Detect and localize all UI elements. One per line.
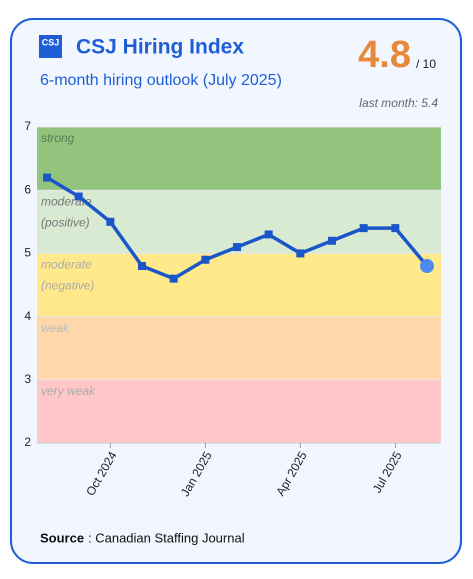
point xyxy=(233,243,241,252)
point xyxy=(106,217,115,226)
band-label: (positive) xyxy=(41,215,90,229)
point xyxy=(296,249,305,258)
y-tick-label: 2 xyxy=(24,435,31,449)
band xyxy=(37,127,441,191)
point xyxy=(328,236,336,245)
band-label: (negative) xyxy=(41,279,94,293)
point xyxy=(169,274,178,283)
point xyxy=(201,255,210,264)
source: : Canadian Staffing Journal xyxy=(88,530,245,545)
last-month: last month: 5.4 xyxy=(359,96,438,110)
point xyxy=(264,230,273,239)
point xyxy=(138,262,146,271)
point xyxy=(43,173,51,182)
y-tick-label: 7 xyxy=(24,119,31,133)
source-label: Source xyxy=(40,530,84,545)
subtitle: 6-month hiring outlook (July 2025) xyxy=(40,72,282,89)
point xyxy=(74,192,83,201)
band-label: weak xyxy=(41,321,70,335)
band-label: moderate xyxy=(41,258,92,272)
band xyxy=(37,379,441,443)
point xyxy=(359,224,368,233)
score-max: / 10 xyxy=(416,57,436,71)
title: CSJ Hiring Index xyxy=(76,36,244,59)
band xyxy=(37,316,441,380)
logo: CSJ xyxy=(42,37,60,47)
y-tick-label: 4 xyxy=(24,309,31,323)
band xyxy=(37,253,441,317)
y-tick-label: 3 xyxy=(24,372,31,386)
logo-box xyxy=(39,35,62,58)
band-label: strong xyxy=(41,131,75,145)
score: 4.8 xyxy=(358,34,411,76)
point xyxy=(391,224,400,233)
y-tick-label: 5 xyxy=(24,246,31,260)
band xyxy=(37,190,441,254)
y-tick-label: 6 xyxy=(24,182,31,196)
band-label: very weak xyxy=(41,384,96,398)
current-point xyxy=(420,259,434,274)
